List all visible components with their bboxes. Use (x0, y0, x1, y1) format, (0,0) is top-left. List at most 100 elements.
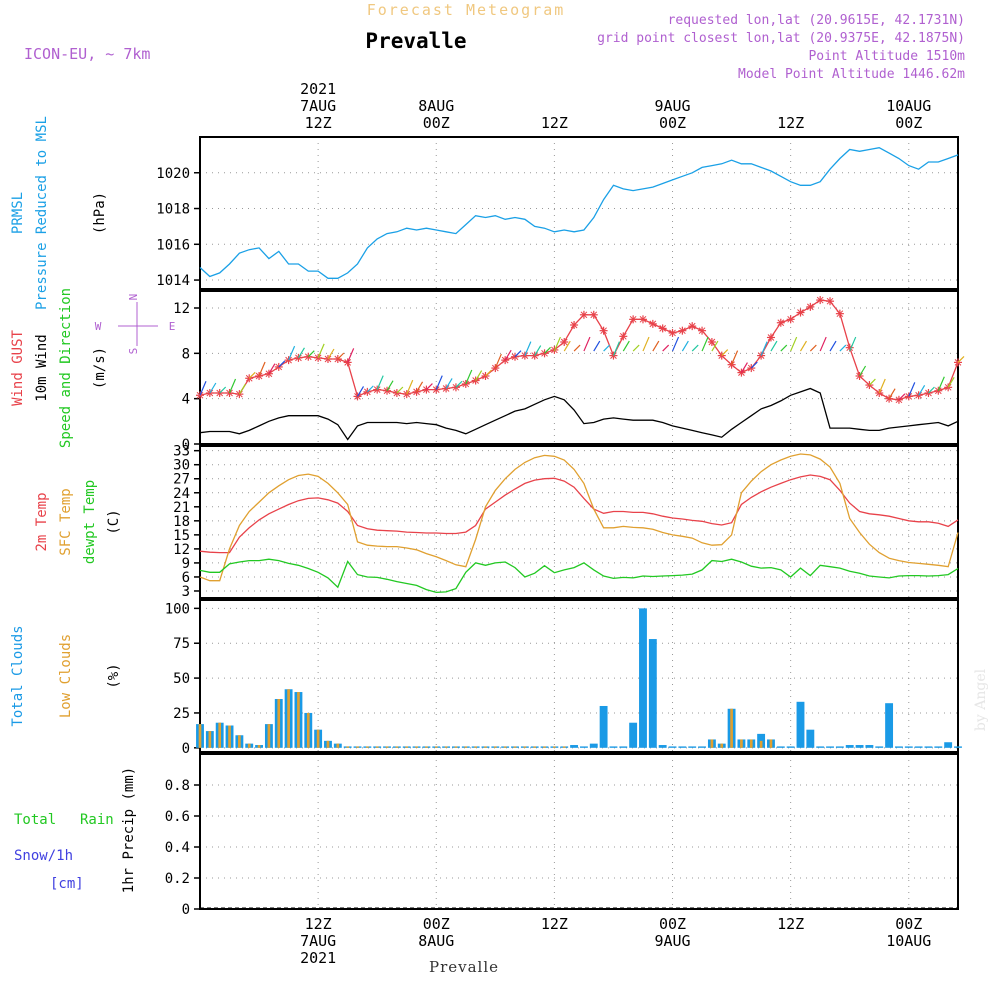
low-cloud-bar (405, 746, 409, 748)
pressure-panel: 1014 1016 1018 1020 (156, 136, 959, 290)
wind-label-10m: 10m Wind (34, 334, 50, 401)
time-label: 00Z (895, 114, 922, 132)
time-label: 00Z (423, 114, 450, 132)
wind-direction-arrow (799, 340, 808, 352)
wind-direction-arrow (612, 341, 621, 356)
grid-point-coords: grid point closest lon,lat (20.9375E, 42… (597, 31, 965, 46)
low-cloud-bar (484, 746, 487, 748)
low-cloud-bar (562, 746, 566, 748)
low-cloud-bar (434, 746, 438, 748)
clouds-panel: 0 25 50 75 100 (165, 599, 962, 757)
low-cloud-bar (444, 746, 448, 748)
wind-direction-arrow (957, 355, 965, 363)
low-cloud-bar (277, 699, 281, 748)
total-cloud-bar (599, 705, 608, 748)
low-cloud-bar (720, 743, 724, 748)
wind-direction-arrow (514, 350, 522, 358)
gust-marker (560, 338, 569, 346)
low-cloud-bar (523, 746, 527, 748)
total-cloud-bar (885, 703, 894, 748)
wind-direction-arrow (750, 361, 758, 369)
time-label: 8AUG (418, 97, 454, 115)
y-tick-label: 25 (173, 706, 190, 722)
wind-direction-arrow (534, 345, 542, 356)
wind-direction-arrow (603, 344, 611, 352)
precip-label-snow: Snow/1h (14, 848, 73, 864)
wind-direction-arrow (740, 362, 748, 373)
gust-marker (570, 321, 579, 329)
temp-label-unit: (C) (106, 509, 122, 534)
gust-marker (658, 324, 667, 333)
time-label: 12Z (777, 915, 804, 933)
wind-direction-arrow (632, 344, 640, 352)
low-cloud-bar (395, 746, 399, 748)
total-cloud-bar (816, 746, 825, 748)
compass-n: N (127, 294, 140, 301)
temp-labels: 2m Temp SFC Temp dewpt Temp (C) (34, 480, 122, 564)
low-cloud-bar (297, 692, 300, 748)
time-label: 10AUG (886, 932, 931, 950)
chart-title: Forecast Meteogram (367, 1, 566, 19)
wind-direction-arrow (268, 363, 276, 375)
wind-direction-arrow (475, 370, 483, 381)
wind-label-speed: Speed and Direction (58, 288, 74, 448)
gust-marker (806, 302, 815, 311)
total-cloud-bar (894, 746, 903, 748)
y-tick-label: 0.6 (165, 809, 190, 825)
gust-marker (766, 333, 775, 342)
y-tick-label: 9 (182, 556, 190, 572)
y-tick-label: 12 (173, 301, 190, 317)
total-cloud-bar (796, 701, 805, 748)
low-cloud-bar (454, 746, 458, 748)
time-label: 9AUG (654, 97, 690, 115)
wind-direction-arrow (544, 346, 551, 354)
low-cloud-bar (385, 746, 389, 748)
low-cloud-bar (346, 746, 350, 748)
total-cloud-bar (924, 746, 933, 748)
gust-marker (599, 326, 608, 335)
low-cloud-bar (474, 746, 477, 748)
time-label: 12Z (305, 915, 332, 933)
total-cloud-bar (914, 746, 923, 748)
gust-marker (648, 319, 657, 328)
point-altitude: Point Altitude 1510m (808, 49, 965, 64)
precip-labels: Total Rain Snow/1h [cm] 1hr Precip (mm) (14, 767, 137, 893)
y-tick-label: 4 (182, 392, 190, 408)
time-label: 12Z (777, 114, 804, 132)
wind-direction-arrow (918, 384, 926, 396)
time-label: 12Z (541, 114, 568, 132)
total-cloud-bar (786, 746, 795, 748)
time-label: 00Z (659, 915, 686, 933)
wind-direction-arrow (445, 378, 453, 389)
gust-marker (835, 309, 844, 318)
y-tick-label: 0 (182, 741, 190, 757)
wind-direction-arrow (839, 344, 847, 352)
wind-direction-arrow (947, 377, 955, 388)
time-label: 8AUG (418, 932, 454, 950)
dewpt-line (199, 558, 959, 594)
wind-frame (199, 290, 959, 445)
wind-direction-arrow (337, 352, 345, 360)
footer-location: Prevalle (429, 958, 499, 976)
wind-label-unit: (m/s) (92, 347, 108, 389)
gust-marker (707, 338, 716, 346)
wind-direction-arrow (425, 383, 433, 391)
cloud-labels: Total Clouds Low Clouds (%) (10, 625, 122, 726)
low-cloud-bar (749, 739, 753, 748)
y-tick-label: 0.8 (165, 778, 190, 794)
low-cloud-bar (533, 746, 537, 748)
temp-label-sfc: SFC Temp (58, 488, 74, 555)
compass-rose (118, 302, 158, 346)
total-cloud-bar (934, 746, 943, 748)
wind-direction-arrow (376, 375, 384, 390)
wind-direction-arrow (829, 340, 837, 352)
wind-direction-arrow (406, 379, 414, 395)
wind-direction-arrow (819, 336, 827, 352)
total-cloud-bar (678, 746, 687, 748)
compass-w: W (95, 320, 102, 333)
pressure-label-prmsl: PRMSL (10, 192, 26, 234)
wind-direction-arrow (563, 340, 571, 352)
wind-direction-arrow (307, 350, 315, 358)
